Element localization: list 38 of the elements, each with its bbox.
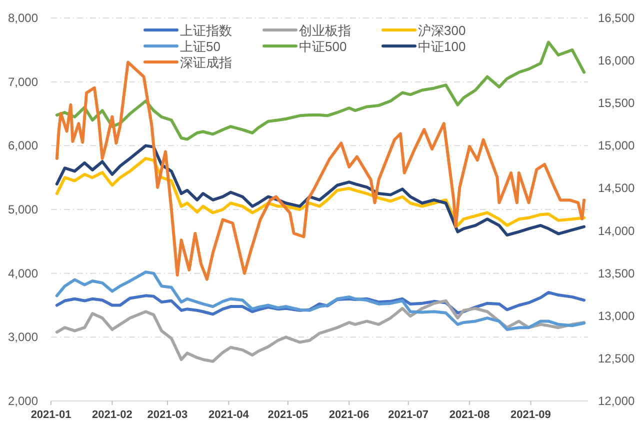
x-tick-label: 2021-06 (328, 409, 370, 421)
x-tick-label: 2021-07 (388, 409, 429, 421)
y2-tick-label: 16,000 (598, 54, 636, 68)
y-tick-label: 8,000 (8, 11, 38, 25)
x-tick-label: 2021-09 (510, 409, 551, 421)
x-tick-label: 2021-02 (92, 409, 132, 421)
y-tick-label: 5,000 (8, 202, 38, 216)
x-tick-label: 2021-04 (208, 409, 250, 421)
line-series (55, 40, 586, 141)
legend-label: 沪深300 (418, 23, 466, 38)
y2-tick-label: 13,000 (598, 308, 636, 323)
y2-tick-label: 15,000 (598, 138, 636, 153)
legend-label: 中证500 (299, 39, 347, 54)
y2-tick-label: 12,500 (598, 351, 636, 366)
legend-label: 上证指数 (180, 23, 232, 38)
y2-tick-label: 13,500 (598, 266, 636, 280)
y2-tick-label: 16,500 (598, 11, 636, 25)
y2-tick-label: 15,500 (598, 96, 636, 110)
x-tick-label: 2021-03 (147, 409, 188, 421)
legend-label: 创业板指 (299, 23, 351, 38)
x-tick-label: 2021-05 (268, 409, 308, 421)
legend-label: 深证成指 (180, 55, 232, 70)
legend-label: 上证50 (180, 39, 220, 54)
line-series (55, 270, 586, 332)
y-tick-label: 2,000 (8, 394, 38, 408)
y2-tick-label: 14,000 (598, 224, 636, 238)
y-tick-label: 3,000 (8, 330, 38, 344)
line-series (55, 299, 586, 363)
y2-tick-label: 14,500 (598, 181, 636, 196)
y2-tick-label: 12,000 (598, 394, 636, 408)
legend-label: 中证100 (418, 39, 466, 54)
line-series (55, 144, 586, 237)
line-series (55, 156, 586, 227)
x-tick-label: 2021-01 (30, 409, 72, 421)
y-tick-label: 4,000 (8, 266, 38, 280)
y-tick-label: 7,000 (8, 74, 38, 89)
x-tick-label: 2021-08 (449, 409, 490, 421)
y-tick-label: 6,000 (8, 138, 38, 153)
